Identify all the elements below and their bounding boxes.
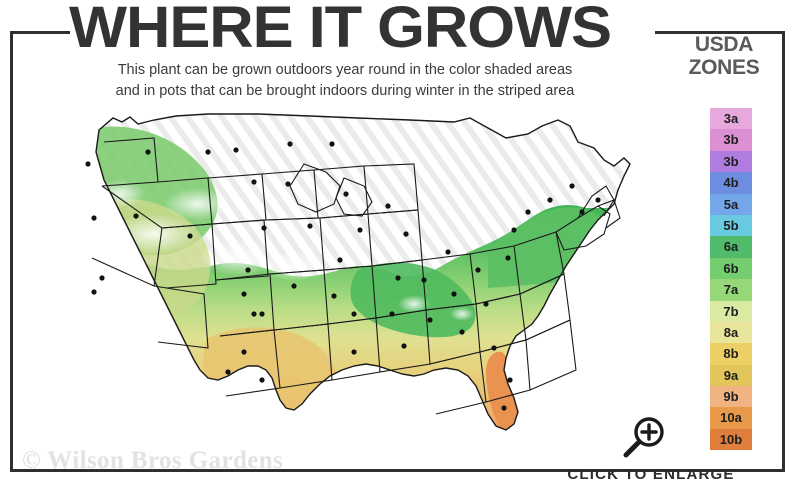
frame-bottom-right-edge bbox=[650, 469, 785, 472]
usda-zones-heading-line-2: ZONES bbox=[688, 55, 760, 79]
watermark: © Wilson Bros Gardens bbox=[22, 447, 284, 474]
zone-swatch-7b-9: 7b bbox=[710, 300, 752, 322]
zone-swatch-9a-12: 9a bbox=[710, 364, 752, 387]
zone-swatch-3a-0: 3a bbox=[710, 108, 752, 130]
zone-swatch-5b-5: 5b bbox=[710, 214, 752, 237]
magnifier-plus-icon[interactable] bbox=[618, 415, 670, 461]
map-city-dots bbox=[85, 141, 601, 411]
zone-swatch-6b-7: 6b bbox=[710, 257, 752, 280]
subtitle-line-1: This plant can be grown outdoors year ro… bbox=[117, 62, 573, 78]
frame-top-left-segment bbox=[10, 31, 70, 34]
frame-top-right-segment bbox=[655, 31, 785, 34]
zone-swatch-10b-15: 10b bbox=[710, 428, 752, 451]
zone-swatch-8a-10: 8a bbox=[710, 321, 752, 344]
usda-zones-heading-line-1: USDA bbox=[694, 33, 754, 56]
subtitle-line-2: and in pots that can be brought indoors … bbox=[115, 83, 575, 100]
usda-zones-legend-list: 3a 3b 3b 4b 5a 5b 6a 6b 7a 7b 8a 8b 9a 9b 10a 10b bbox=[710, 108, 752, 451]
zone-swatch-5a-4: 5a bbox=[710, 193, 752, 215]
zone-swatch-7a-8: 7a bbox=[710, 279, 752, 301]
frame-bottom-edge bbox=[10, 469, 650, 472]
zone-swatch-9b-13: 9b bbox=[710, 386, 752, 408]
map-state-borders bbox=[91, 113, 631, 431]
zone-swatch-3b-2: 3b bbox=[710, 150, 752, 173]
zone-swatch-10a-14: 10a bbox=[710, 407, 752, 429]
page-subtitle: This plant can be grown outdoors year ro… bbox=[40, 60, 650, 102]
usda-zone-map[interactable] bbox=[58, 108, 658, 453]
zone-swatch-3b-1: 3b bbox=[710, 129, 752, 151]
zone-swatch-6a-6: 6a bbox=[710, 236, 752, 258]
page-title: WHERE IT GROWS bbox=[69, 0, 612, 60]
click-to-enlarge-label[interactable]: CLICK TO ENLARGE bbox=[567, 466, 735, 483]
zone-swatch-4b-3: 4b bbox=[710, 172, 752, 194]
frame-left-edge bbox=[10, 31, 13, 472]
usda-zones-heading: USDA ZONES bbox=[668, 33, 780, 79]
zone-swatch-8b-11: 8b bbox=[710, 343, 752, 365]
frame-right-edge bbox=[782, 31, 785, 472]
